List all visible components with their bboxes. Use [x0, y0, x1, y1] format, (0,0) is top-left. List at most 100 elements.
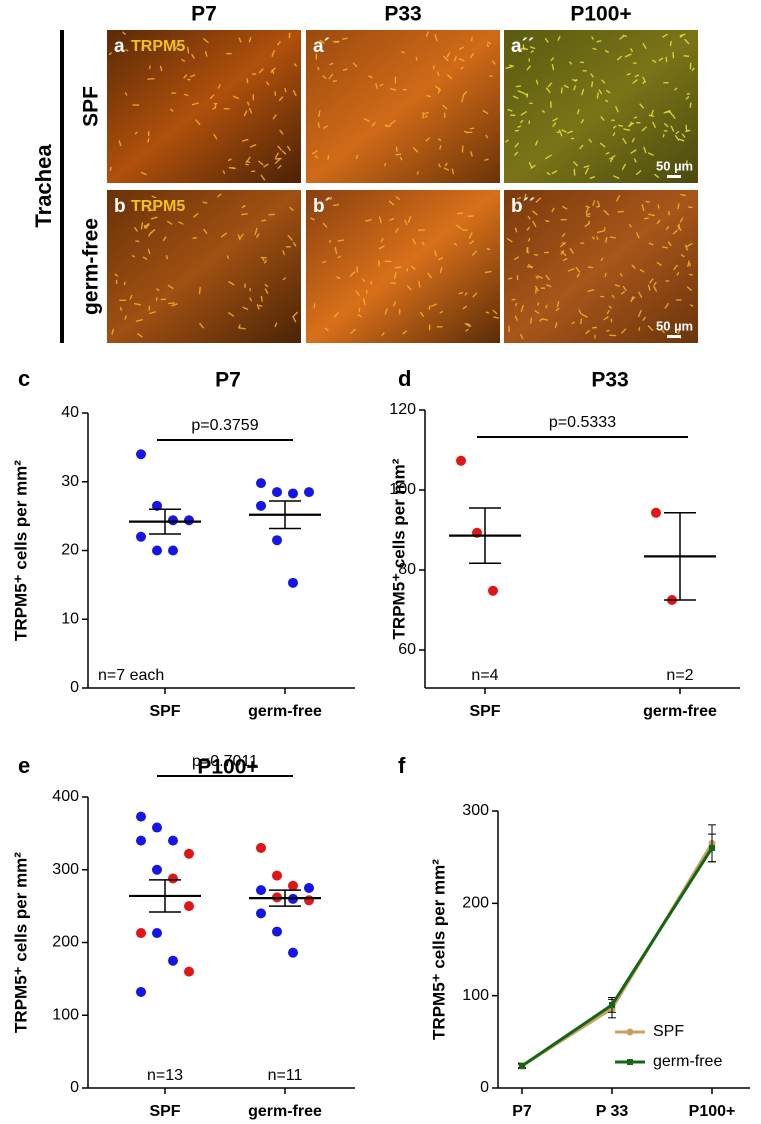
- panel-letter: c: [18, 366, 30, 391]
- cell-speck: [379, 83, 384, 87]
- cell-speck: [277, 165, 282, 169]
- cell-speck: [513, 201, 517, 207]
- cell-speck: [151, 195, 157, 199]
- cell-speck: [463, 130, 468, 134]
- data-point: [272, 870, 282, 881]
- cell-speck: [329, 62, 334, 66]
- cell-speck: [213, 134, 218, 140]
- cell-speck: [434, 34, 438, 42]
- cell-speck: [603, 227, 606, 232]
- cell-speck: [576, 273, 580, 278]
- micrograph: [504, 190, 698, 343]
- cell-speck: [199, 322, 205, 329]
- cell-speck: [453, 242, 458, 246]
- cell-speck: [460, 66, 464, 70]
- data-point: [136, 531, 146, 542]
- cell-speck: [539, 318, 543, 322]
- data-point: [168, 545, 178, 556]
- cell-speck: [337, 239, 345, 242]
- cell-speck: [272, 114, 277, 120]
- y-tick-label: 0: [70, 1079, 79, 1096]
- data-point: [709, 844, 715, 851]
- cell-speck: [462, 91, 468, 97]
- data-point: [168, 835, 178, 846]
- data-point: [168, 515, 178, 526]
- x-tick-label: P100+: [689, 1103, 736, 1120]
- y-tick-label: 400: [52, 788, 79, 805]
- cell-speck: [241, 204, 246, 209]
- cell-speck: [650, 109, 654, 117]
- cell-speck: [632, 79, 638, 84]
- y-tick-label: 20: [61, 542, 79, 559]
- cell-speck: [336, 276, 341, 280]
- cell-speck: [535, 197, 542, 203]
- cell-speck: [596, 40, 602, 43]
- cell-speck: [617, 55, 623, 61]
- cell-speck: [668, 110, 673, 116]
- cell-speck: [124, 315, 127, 320]
- y-tick-label: 300: [462, 802, 489, 819]
- cell-speck: [684, 244, 688, 251]
- cell-speck: [424, 115, 428, 118]
- chart-title: P100+: [197, 756, 258, 779]
- chart-title: P7: [215, 369, 241, 392]
- cell-speck: [620, 291, 626, 295]
- cell-speck: [560, 250, 565, 255]
- cell-speck: [468, 232, 473, 239]
- cell-speck: [514, 142, 520, 148]
- cell-speck: [675, 131, 680, 135]
- y-tick-label: 30: [61, 473, 79, 490]
- cell-speck: [508, 277, 513, 280]
- cell-speck: [226, 255, 230, 259]
- cell-speck: [457, 212, 464, 215]
- cell-speck: [209, 94, 215, 99]
- cell-speck: [333, 203, 340, 207]
- cell-speck: [167, 220, 173, 225]
- cell-speck: [652, 121, 656, 128]
- cell-speck: [453, 55, 457, 62]
- cell-speck: [243, 110, 248, 117]
- cell-speck: [246, 78, 249, 84]
- cell-speck: [337, 255, 342, 259]
- cell-speck: [407, 216, 412, 223]
- cell-speck: [314, 155, 319, 159]
- cell-speck: [517, 125, 522, 128]
- cell-speck: [590, 73, 594, 78]
- cell-speck: [505, 139, 509, 143]
- data-point: [152, 864, 162, 875]
- cell-speck: [638, 291, 643, 298]
- cell-speck: [384, 163, 387, 167]
- cell-speck: [163, 204, 166, 209]
- cell-speck: [375, 83, 378, 90]
- cell-speck: [662, 133, 665, 138]
- cell-speck: [524, 193, 527, 200]
- cell-speck: [282, 277, 286, 281]
- cell-speck: [639, 103, 644, 109]
- cell-speck: [144, 224, 150, 229]
- cell-speck: [249, 297, 253, 302]
- cell-speck: [189, 74, 196, 78]
- cell-speck: [245, 156, 251, 163]
- cell-speck: [292, 311, 298, 318]
- cell-speck: [168, 302, 176, 305]
- cell-speck: [328, 73, 334, 80]
- cell-speck: [514, 227, 518, 233]
- cell-speck: [484, 270, 492, 274]
- cell-speck: [486, 43, 489, 48]
- cell-speck: [159, 65, 163, 72]
- cell-speck: [622, 34, 627, 38]
- cell-speck: [624, 53, 632, 58]
- cell-speck: [311, 150, 318, 155]
- cell-speck: [587, 266, 594, 269]
- cell-speck: [137, 333, 143, 338]
- cell-speck: [619, 35, 625, 40]
- cell-speck: [191, 53, 195, 59]
- cell-speck: [537, 302, 540, 306]
- cell-speck: [613, 175, 620, 179]
- cell-speck: [393, 272, 397, 279]
- y-tick-label: 100: [52, 1006, 79, 1023]
- cell-speck: [587, 289, 595, 293]
- cell-speck: [256, 233, 260, 238]
- cell-speck: [147, 138, 150, 143]
- data-point: [272, 926, 282, 937]
